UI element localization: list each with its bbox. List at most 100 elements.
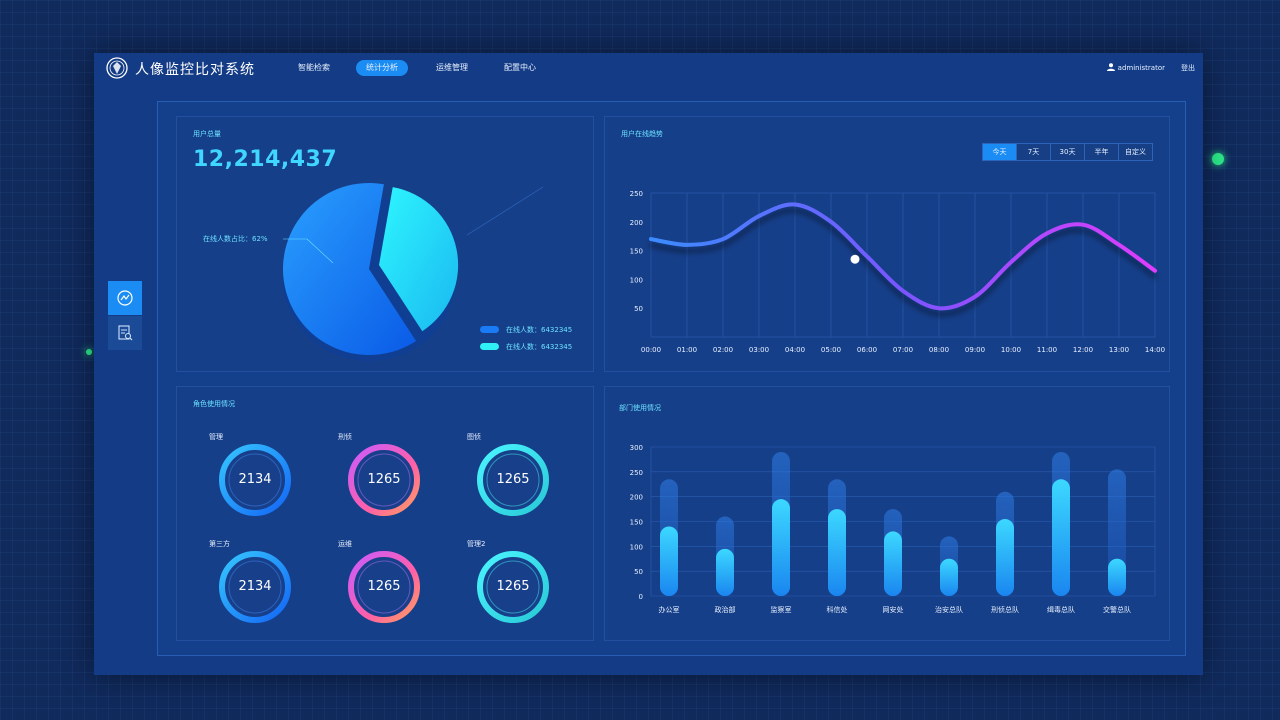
dashboard-content: 用户总量 12,214,437 在线人数占比：62% 在线人数：6432345 … (157, 101, 1186, 656)
legend-label: 在线人数：6432345 (506, 343, 573, 351)
x-tick-label: 03:00 (749, 346, 769, 354)
x-tick-label: 00:00 (641, 346, 661, 354)
x-tick-label: 10:00 (1001, 346, 1021, 354)
pie-slice-offline (379, 187, 459, 332)
role-label: 管理 (209, 433, 223, 441)
bar-active (660, 526, 678, 596)
role-ring-third-party (219, 551, 291, 623)
sidebar-tab-records[interactable] (108, 316, 142, 350)
role-value: 1265 (496, 472, 530, 487)
nav-smart-search[interactable]: 智能检索 (298, 63, 330, 72)
top-navigation-bar: 人像监控比对系统 智能检索 统计分析 运维管理 配置中心 administrat… (94, 53, 1203, 85)
x-category-label: 科信处 (827, 605, 848, 614)
police-badge-icon (106, 57, 128, 79)
nav-operations[interactable]: 运维管理 (436, 63, 468, 72)
y-tick-label: 100 (630, 543, 643, 551)
trend-highlight-point[interactable] (850, 254, 860, 264)
x-tick-label: 09:00 (965, 346, 985, 354)
x-tick-label: 04:00 (785, 346, 805, 354)
role-label: 图侦 (467, 433, 481, 441)
range-today-button[interactable]: 今天 (983, 144, 1016, 160)
legend-swatch (480, 343, 499, 350)
x-category-label: 治安总队 (935, 605, 963, 614)
role-label: 运维 (338, 540, 352, 548)
x-tick-label: 07:00 (893, 346, 913, 354)
range-custom-button[interactable]: 自定义 (1118, 144, 1152, 160)
role-ring-image (477, 444, 549, 516)
document-search-icon (118, 325, 133, 341)
x-tick-label: 01:00 (677, 346, 697, 354)
range-7days-button[interactable]: 7天 (1016, 144, 1050, 160)
app-title: 人像监控比对系统 (135, 62, 255, 78)
y-tick-label: 50 (634, 305, 643, 313)
role-value: 2134 (238, 579, 272, 594)
legend-swatch (480, 326, 499, 333)
pie-legend-item: 在线人数：6432345 (480, 325, 572, 335)
username: administrator (1117, 64, 1165, 72)
x-tick-label: 12:00 (1073, 346, 1093, 354)
role-value: 1265 (496, 579, 530, 594)
x-tick-label: 06:00 (857, 346, 877, 354)
x-tick-label: 05:00 (821, 346, 841, 354)
x-tick-label: 02:00 (713, 346, 733, 354)
bar-active (828, 509, 846, 596)
pie-percentage-label: 在线人数占比：62% (203, 235, 268, 243)
bar-active (1108, 558, 1126, 596)
range-30days-button[interactable]: 30天 (1050, 144, 1084, 160)
y-tick-label: 150 (630, 519, 643, 527)
role-value: 1265 (367, 472, 401, 487)
role-label: 刑侦 (338, 433, 352, 441)
x-category-label: 交警总队 (1103, 605, 1131, 614)
user-total-panel: 用户总量 12,214,437 在线人数占比：62% 在线人数：6432345 … (176, 116, 594, 372)
x-category-label: 缉毒总队 (1047, 605, 1075, 614)
sidebar-tab-trend[interactable] (108, 281, 142, 315)
bar-active (1052, 479, 1070, 596)
user-icon (1106, 63, 1115, 71)
user-total-value: 12,214,437 (193, 147, 338, 172)
y-tick-label: 100 (630, 276, 643, 284)
pie-slice-online (283, 182, 417, 355)
role-ring-criminal (348, 444, 420, 516)
role-value: 2134 (238, 472, 272, 487)
x-category-label: 办公室 (659, 605, 680, 614)
role-label: 管理2 (467, 540, 486, 548)
bar-active (996, 519, 1014, 596)
panel-title: 用户总量 (193, 130, 221, 138)
role-ring-manage (219, 444, 291, 516)
role-value: 1265 (367, 579, 401, 594)
nav-statistics[interactable]: 统计分析 (356, 60, 408, 76)
department-usage-panel: 部门使用情况 0 50 100 150 200 250 300 办公室 政治部 监察室 科信处 网安处… (604, 386, 1170, 641)
range-halfyear-button[interactable]: 半年 (1084, 144, 1118, 160)
y-tick-label: 250 (630, 469, 643, 477)
user-menu[interactable]: administrator (1106, 63, 1165, 72)
x-tick-label: 08:00 (929, 346, 949, 354)
logout-button[interactable]: 登出 (1181, 64, 1195, 72)
x-category-label: 网安处 (883, 605, 904, 614)
x-tick-label: 11:00 (1037, 346, 1057, 354)
x-category-label: 监察室 (771, 605, 792, 614)
online-trend-line-chart: 00:00 01:00 02:00 03:00 04:00 05:00 06:00 07:00… (630, 190, 1165, 354)
bar-active (716, 548, 734, 596)
department-bar-chart: 0 50 100 150 200 250 300 办公室 政治部 监察室 科信处 网安处 治安总队 刑侦总… (630, 444, 1156, 614)
y-tick-label: 150 (630, 248, 643, 256)
x-tick-label: 13:00 (1109, 346, 1129, 354)
pie-legend-item: 在线人数：6432345 (480, 342, 572, 352)
x-category-label: 刑侦总队 (991, 605, 1019, 614)
x-tick-label: 14:00 (1145, 346, 1165, 354)
role-rings (219, 444, 549, 623)
y-tick-label: 200 (630, 219, 643, 227)
legend-label: 在线人数：6432345 (506, 326, 573, 334)
y-tick-label: 200 (630, 494, 643, 502)
y-tick-label: 50 (634, 568, 643, 576)
panel-title: 部门使用情况 (619, 404, 661, 412)
panel-title: 用户在线趋势 (621, 130, 663, 138)
time-range-selector: 今天 7天 30天 半年 自定义 (982, 143, 1153, 161)
panel-title: 角色使用情况 (193, 400, 235, 408)
green-indicator-dot (1212, 153, 1224, 165)
nav-config-center[interactable]: 配置中心 (504, 63, 536, 72)
bar-active (884, 531, 902, 596)
role-ring-manage2 (477, 551, 549, 623)
y-tick-label: 300 (630, 444, 643, 452)
role-label: 第三方 (209, 540, 230, 548)
bar-active (772, 499, 790, 596)
